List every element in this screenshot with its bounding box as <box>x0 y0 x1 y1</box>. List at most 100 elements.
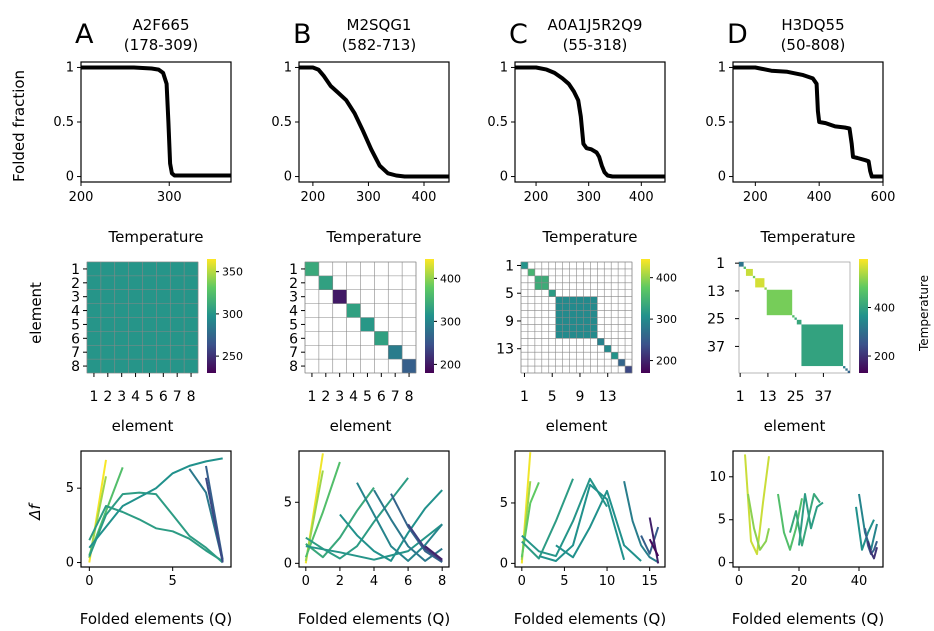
matrix-y-label: 2 <box>71 276 80 292</box>
y-tick-label: 5 <box>500 496 508 511</box>
matrix-y-label: 7 <box>289 345 298 361</box>
matrix-x-label: 7 <box>173 389 182 405</box>
x-tick-label: 300 <box>157 190 182 205</box>
colorbar <box>207 259 216 373</box>
colorbar <box>859 259 868 373</box>
y-tick-label: 5 <box>718 513 726 528</box>
y-tick-label: 0.5 <box>705 115 726 130</box>
x-tick-label: 2 <box>336 574 344 589</box>
landscape-series-line <box>339 489 443 562</box>
matrix-cells <box>304 261 417 374</box>
colorbar-tick-label: 200 <box>874 350 895 363</box>
y-tick-label: 0 <box>284 556 292 571</box>
colorbar <box>425 259 434 373</box>
matrix-x-label: 2 <box>321 389 330 405</box>
matrix-y-label: 5 <box>289 317 298 333</box>
landscape-series-line <box>88 491 224 564</box>
matrix-y-label: 25 <box>707 312 725 328</box>
matrix-x-label: 7 <box>391 389 400 405</box>
colorbar-tick-label: 400 <box>440 272 461 285</box>
landscape-series-line <box>555 489 642 562</box>
matrix-block <box>792 315 795 318</box>
matrix-cells <box>739 262 850 373</box>
matrix-block <box>360 317 375 332</box>
x-tick-label: 400 <box>629 190 654 205</box>
x-tick-label: 15 <box>641 574 658 589</box>
colorbar-tick-label: 400 <box>874 302 895 315</box>
matrix-y-label: 3 <box>289 290 298 306</box>
matrix-block <box>604 345 612 353</box>
y-tick-label: 1 <box>718 60 726 75</box>
matrix-x-label: 5 <box>363 389 372 405</box>
melt-xlabel: Temperature <box>759 228 855 246</box>
matrix-x-label: 2 <box>103 389 112 405</box>
colorbar-label: Temperature <box>917 275 931 352</box>
y-tick-label: 5 <box>284 495 292 510</box>
landscape-series-line <box>538 483 626 562</box>
matrix-xlabel: element <box>546 417 608 435</box>
y-tick-label: 0 <box>718 556 726 571</box>
panel-letter: A <box>75 19 94 50</box>
protein-id: M2SQG1 <box>347 16 412 34</box>
folded-fraction-line <box>515 65 665 179</box>
matrix-y-label: 1 <box>505 258 514 274</box>
protein-range: (55-318) <box>563 36 628 54</box>
matrix-block <box>611 352 619 360</box>
landscape-series-line <box>205 477 224 563</box>
landscape-series-line <box>648 538 660 557</box>
matrix-y-label: 8 <box>71 359 80 375</box>
matrix-y-label: 5 <box>505 286 514 302</box>
x-tick-label: 200 <box>300 190 325 205</box>
landscape-axes-frame <box>80 450 232 568</box>
protein-range: (50-808) <box>781 36 846 54</box>
landscape-series-line <box>356 482 443 562</box>
panel-letter: C <box>509 19 528 50</box>
matrix-y-label: 13 <box>707 284 725 300</box>
matrix-x-label: 37 <box>814 389 832 405</box>
y-tick-label: 1 <box>66 60 74 75</box>
colorbar-tick-label: 200 <box>656 355 677 368</box>
x-tick-label: 0 <box>302 574 310 589</box>
landscape-series-line <box>640 526 660 555</box>
matrix-block <box>402 359 416 373</box>
matrix-block <box>548 289 556 297</box>
landscape-series-line <box>88 505 224 562</box>
matrix-block <box>374 331 389 346</box>
matrix-block <box>318 275 333 290</box>
x-tick-label: 4 <box>370 574 378 589</box>
matrix-cells <box>520 261 633 374</box>
y-tick-label: 10 <box>709 470 726 485</box>
matrix-x-label: 4 <box>131 389 140 405</box>
matrix-y-label: 6 <box>71 331 80 347</box>
landscape-series-line <box>390 493 443 563</box>
folded-fraction-line <box>733 65 883 179</box>
colorbar-tick-label: 200 <box>440 358 461 371</box>
melt-axes-frame <box>80 61 232 183</box>
matrix-block <box>618 359 626 367</box>
landscape-series-line <box>744 454 770 556</box>
x-tick-label: 10 <box>599 574 616 589</box>
landscape-series-line <box>798 493 824 546</box>
matrix-x-label: 13 <box>599 389 617 405</box>
landscape-series-line <box>521 477 608 558</box>
melt-xlabel: Temperature <box>541 228 637 246</box>
matrix-block <box>739 262 744 267</box>
landscape-series-line <box>623 480 659 564</box>
matrix-block <box>625 366 632 373</box>
matrix-block <box>847 370 850 373</box>
x-tick-label: 40 <box>851 574 868 589</box>
x-tick-label: 6 <box>404 574 412 589</box>
x-tick-label: 300 <box>576 190 601 205</box>
protein-id: A2F665 <box>132 16 189 34</box>
matrix-xlabel: element <box>112 417 174 435</box>
x-tick-label: 5 <box>169 574 177 589</box>
matrix-y-label: 6 <box>289 331 298 347</box>
x-tick-label: 0 <box>735 574 743 589</box>
landscape-series-line <box>407 523 443 562</box>
landscape-series-line <box>521 478 574 560</box>
matrix-y-label: 37 <box>707 339 725 355</box>
matrix-x-label: 3 <box>335 389 344 405</box>
matrix-x-label: 25 <box>787 389 805 405</box>
matrix-x-label: 1 <box>520 389 529 405</box>
